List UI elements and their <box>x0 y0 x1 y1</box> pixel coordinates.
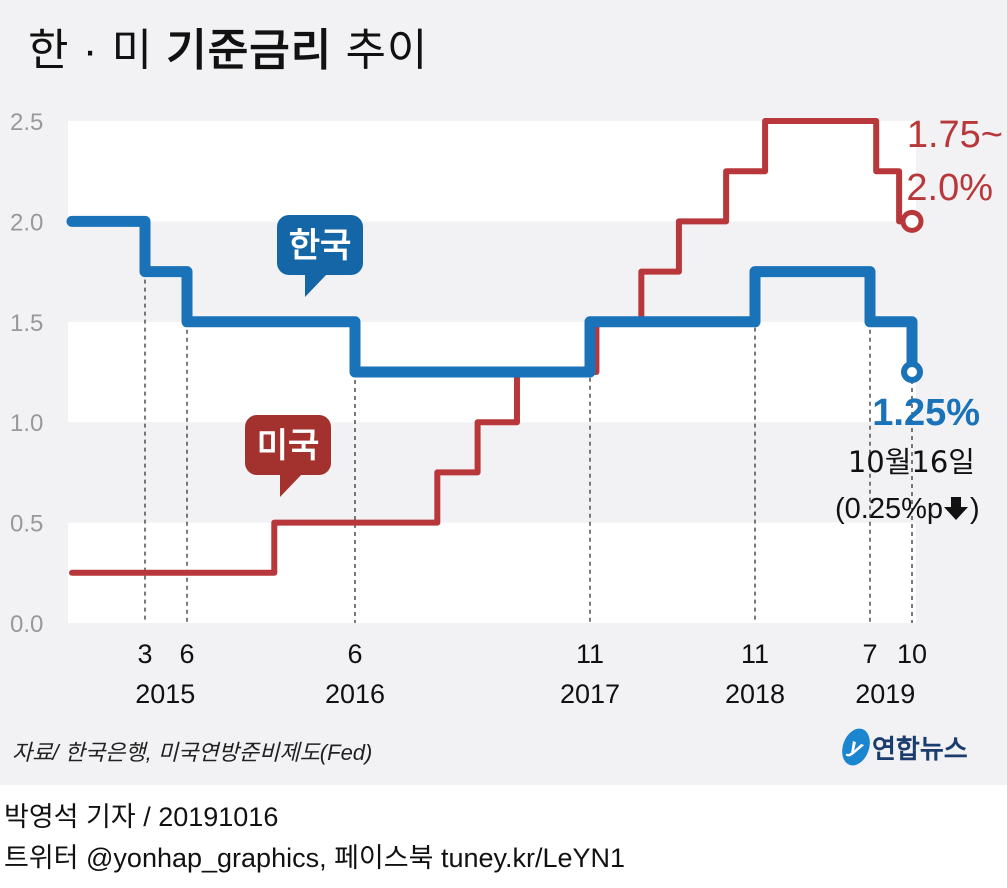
logo-text: 연합뉴스 <box>872 733 968 764</box>
chart-title: 한 · 미 기준금리 추이 <box>28 14 428 78</box>
cut-amount: (0.25%p <box>835 493 943 525</box>
korea-bubble-label: 한국 <box>289 226 352 266</box>
y-tick-label: 1.5 <box>10 310 43 337</box>
y-tick-label: 1.0 <box>10 410 43 437</box>
x-tick-label: 10 <box>897 639 927 669</box>
korea-rate-line-end-marker <box>901 361 923 383</box>
close-paren: ) <box>970 493 980 525</box>
year-label: 2018 <box>725 679 785 709</box>
yonhap-logo: y 연합뉴스 <box>837 724 968 770</box>
korea-bubble <box>277 215 363 275</box>
year-label: 2019 <box>855 679 915 709</box>
byline: 박영석 기자 / 20191016 <box>4 802 279 832</box>
title-bold: 기준금리 <box>166 26 333 75</box>
social-links: 트위터 @yonhap_graphics, 페이스북 tuney.kr/LeYN… <box>4 843 626 873</box>
us-rate-line-end-marker <box>900 209 924 233</box>
cut-date: 10월16일 <box>848 445 975 479</box>
yonhap-logo-icon: y <box>837 724 875 770</box>
band <box>68 422 916 523</box>
korea-bubble-tail <box>305 274 327 297</box>
us-bubble-label: 미국 <box>257 426 320 466</box>
korea-rate-line <box>66 215 918 378</box>
title-part2: 추이 <box>345 26 429 75</box>
us-current-rate: 1.75~ <box>907 114 1003 156</box>
x-tick-label: 3 <box>137 639 152 669</box>
title-part1: 한 · 미 <box>28 26 154 75</box>
down-arrow-icon <box>944 497 968 520</box>
y-tick-label: 2.0 <box>10 209 43 236</box>
x-tick-label: 11 <box>576 639 604 669</box>
year-label: 2015 <box>135 679 195 709</box>
us-bubble-tail <box>280 474 302 497</box>
korea-current-rate: 1.25% <box>872 392 980 434</box>
x-tick-label: 7 <box>862 639 877 669</box>
us-current-rate-2: 2.0% <box>906 167 993 209</box>
source-note: 자료/ 한국은행, 미국연방준비제도(Fed) <box>12 740 373 765</box>
y-tick-label: 0.5 <box>10 511 43 538</box>
x-tick-label: 11 <box>741 639 769 669</box>
y-tick-label: 0.0 <box>10 611 43 638</box>
us-bubble <box>245 415 331 475</box>
y-tick-label: 2.5 <box>10 109 43 136</box>
band <box>68 121 916 222</box>
x-tick-label: 6 <box>347 639 362 669</box>
year-label: 2017 <box>560 679 620 709</box>
year-label: 2016 <box>325 679 385 709</box>
us-rate-line <box>69 118 915 576</box>
x-tick-label: 6 <box>179 639 194 669</box>
